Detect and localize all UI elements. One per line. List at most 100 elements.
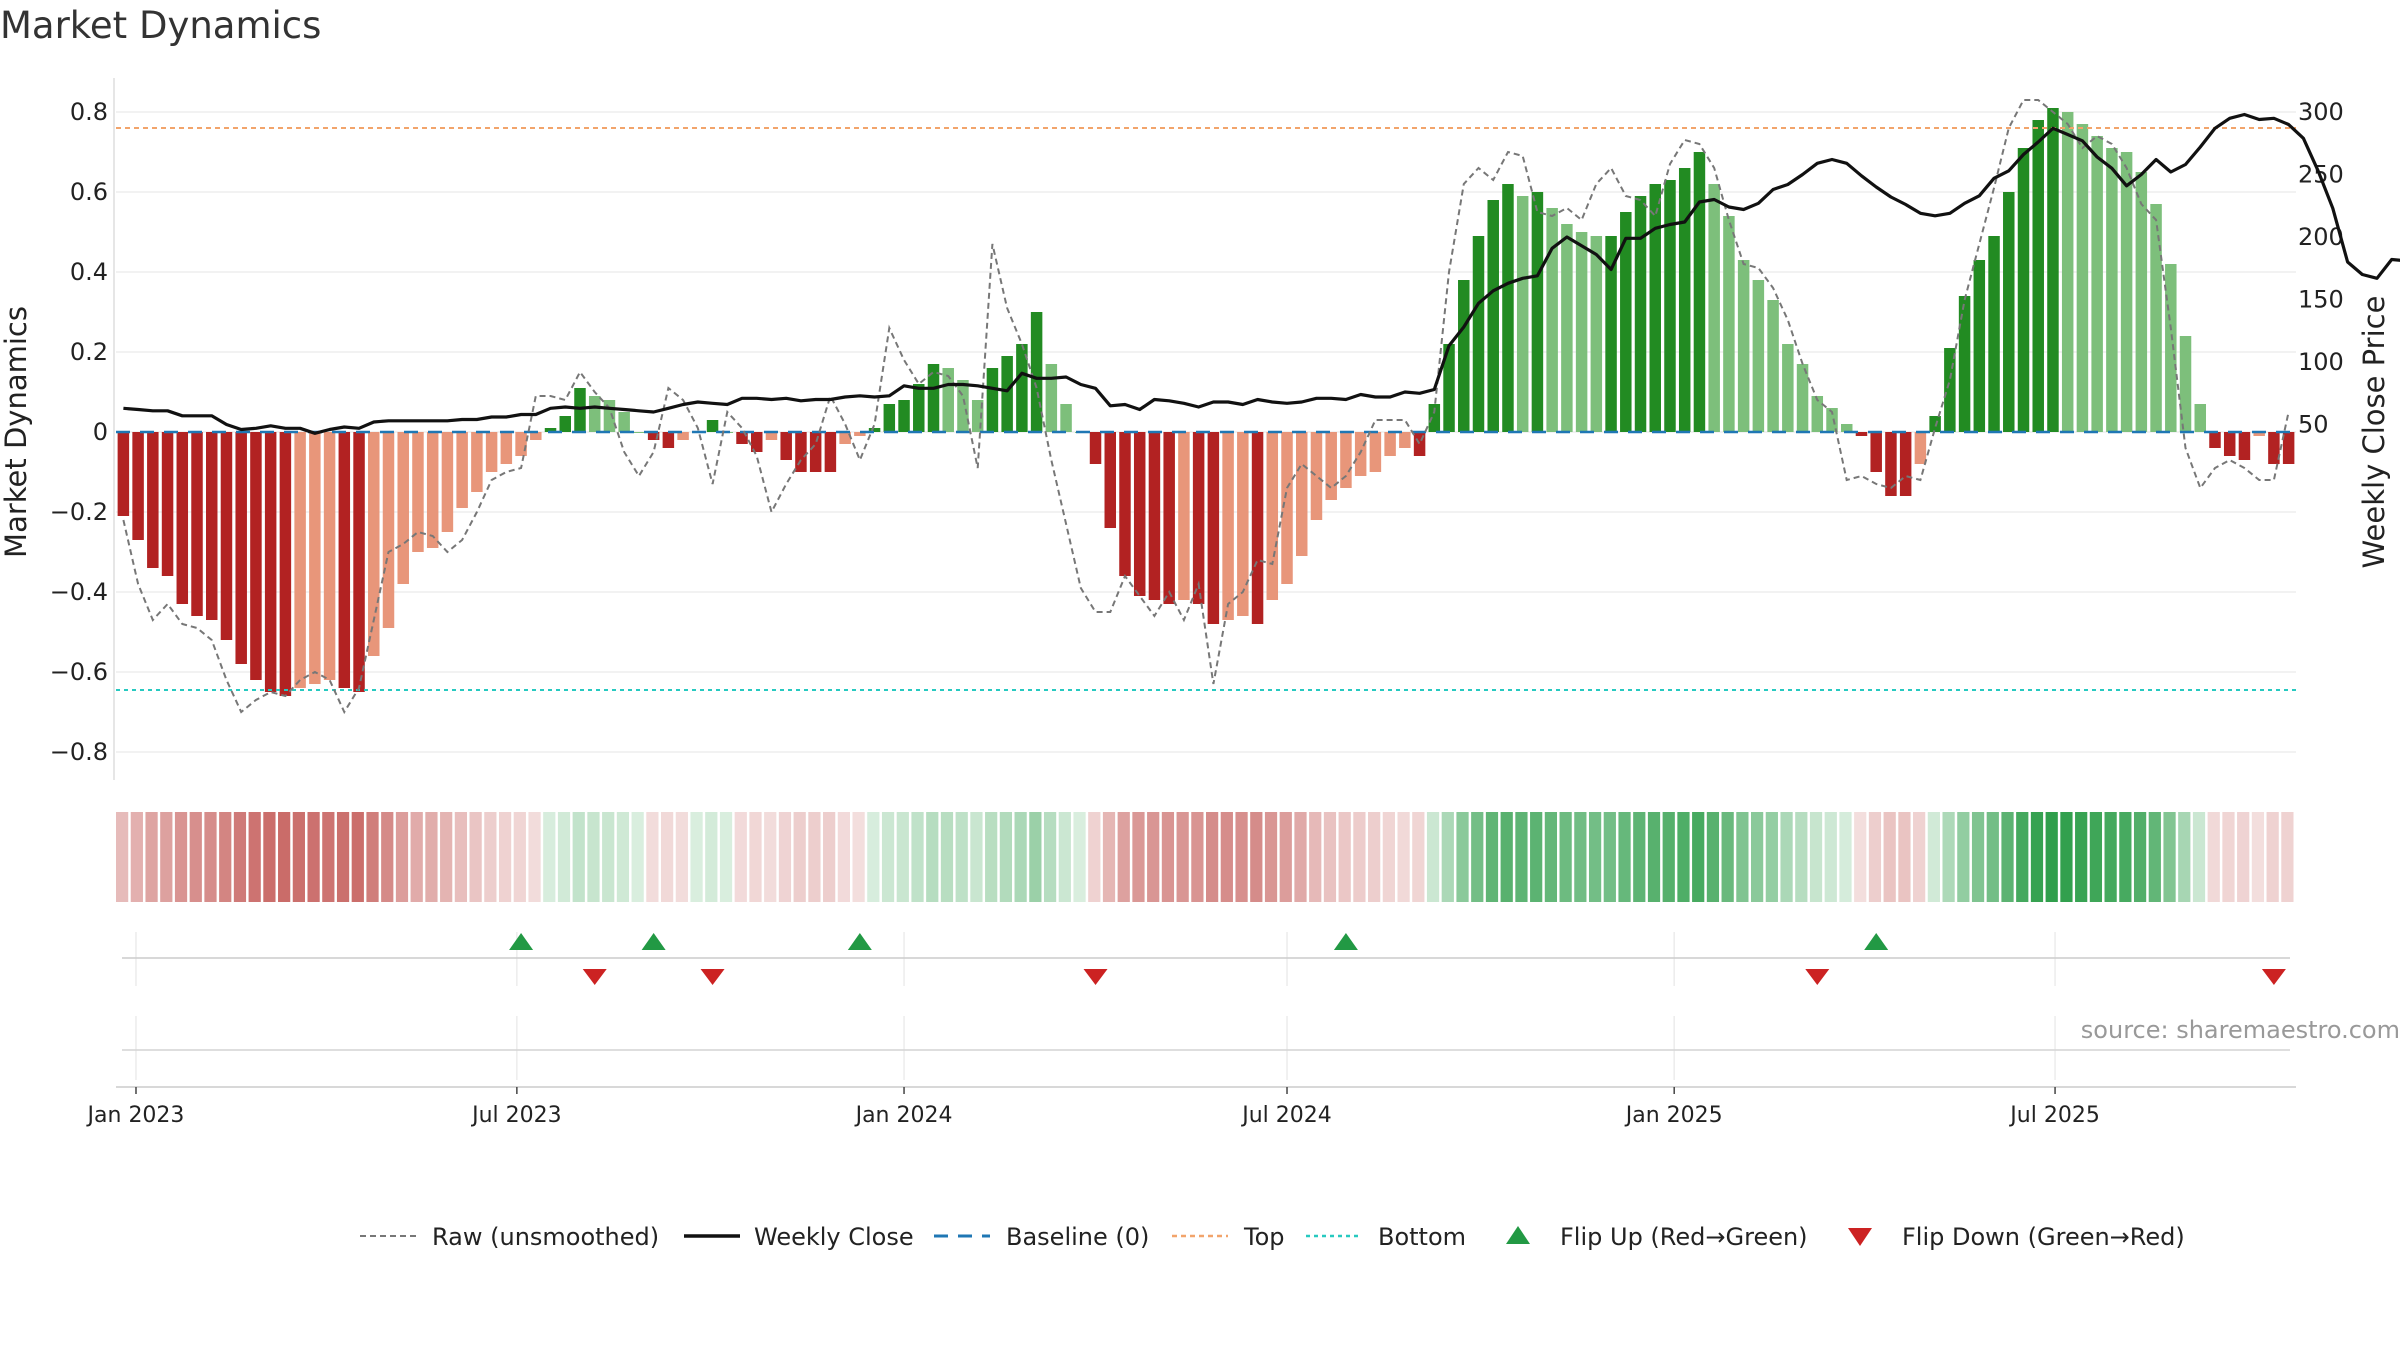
dynamics-bar	[1354, 432, 1367, 476]
legend-label: Baseline (0)	[1006, 1223, 1149, 1251]
heat-cell	[336, 812, 350, 902]
dynamics-bar	[1207, 432, 1220, 624]
dynamics-bar	[1089, 432, 1102, 464]
legend-label: Weekly Close	[754, 1223, 914, 1251]
dynamics-bar	[2120, 152, 2133, 432]
heat-cell	[1751, 812, 1764, 902]
heat-cell	[778, 812, 792, 902]
weekly-close-line	[123, 112, 2400, 435]
dynamics-bar	[176, 432, 189, 604]
legend-flip-up-icon	[1506, 1226, 1530, 1244]
heat-cell	[1780, 812, 1793, 902]
dynamics-bar	[1045, 364, 1058, 432]
dynamics-bar	[485, 432, 498, 472]
dynamics-bar	[235, 432, 247, 664]
grid	[116, 111, 2296, 753]
dynamics-bar	[1413, 432, 1426, 456]
y-tick-label: 0.6	[70, 178, 108, 206]
dynamics-bar	[530, 432, 542, 440]
heat-cell	[1883, 812, 1896, 902]
heat-cell	[2016, 812, 2029, 902]
dynamics-bar	[1310, 432, 1323, 520]
heat-cell	[410, 812, 423, 902]
heat-cell	[1147, 812, 1160, 902]
dynamics-bar	[1531, 192, 1544, 432]
flip-up-marker	[509, 933, 534, 950]
heat-cell	[1692, 812, 1705, 902]
dynamics-bar	[1133, 432, 1146, 596]
y2-axis-title: Weekly Close Price	[2357, 296, 2391, 569]
heat-cell	[823, 812, 836, 902]
dynamics-bar	[1399, 432, 1411, 448]
heat-cell	[1986, 812, 1999, 902]
heat-cell	[1942, 812, 1955, 902]
heat-cell	[940, 812, 954, 902]
dynamics-bar	[1693, 152, 1706, 432]
dynamics-bar	[2253, 432, 2265, 436]
dynamics-bar	[1767, 300, 1779, 432]
heat-cell	[1206, 812, 1219, 902]
dynamics-bar	[1752, 280, 1765, 432]
y-axis-title: Market Dynamics	[0, 306, 33, 558]
heat-cell	[734, 812, 747, 902]
dynamics-bar	[1340, 432, 1352, 488]
heat-cell	[2178, 812, 2191, 902]
heat-cell	[911, 812, 924, 902]
dynamics-bar	[2061, 112, 2074, 432]
heat-cell	[587, 812, 600, 902]
heat-cell	[999, 812, 1013, 902]
regime-heat-strip	[116, 812, 2294, 902]
dynamics-bar	[588, 396, 601, 432]
dynamics-bar	[353, 432, 365, 692]
dynamics-bar	[1119, 432, 1131, 576]
dynamics-bar	[1325, 432, 1337, 500]
dynamics-bar	[957, 380, 969, 432]
heat-cell	[661, 812, 674, 902]
y-tick-label: 0	[93, 418, 108, 446]
heat-cell	[292, 812, 305, 902]
dynamics-bar	[1178, 432, 1190, 600]
heat-cell	[2251, 812, 2265, 902]
dynamics-bar	[898, 400, 910, 432]
dynamics-bar	[1251, 432, 1264, 624]
dynamics-bar	[426, 432, 439, 548]
heat-cell	[955, 812, 968, 902]
dynamics-bar	[1192, 432, 1205, 604]
heat-cell	[1338, 812, 1351, 902]
heat-cell	[1574, 812, 1587, 902]
dynamics-bar	[780, 432, 792, 460]
heat-cell	[2030, 812, 2044, 902]
dynamics-bar	[500, 432, 513, 464]
heat-cell	[675, 812, 688, 902]
heat-cell	[881, 812, 895, 902]
dynamics-bar	[456, 432, 468, 508]
dynamics-bar	[559, 416, 572, 432]
heat-cell	[837, 812, 850, 902]
heat-cell	[1662, 812, 1675, 902]
heat-cell	[1957, 812, 1970, 902]
dynamics-bar	[1001, 356, 1013, 432]
heat-cell	[985, 812, 998, 902]
x-tick-label: Jan 2025	[1624, 1103, 1723, 1128]
dynamics-bar	[294, 432, 306, 688]
dynamics-bar	[1914, 432, 1927, 464]
dynamics-bar	[986, 368, 999, 432]
dynamics-bar	[2003, 192, 2015, 432]
dynamics-bar	[191, 432, 203, 616]
heat-cell	[130, 812, 143, 902]
y2-tick-label: 200	[2298, 223, 2344, 251]
heat-cell	[1014, 812, 1027, 902]
heat-cell	[1927, 812, 1940, 902]
heat-cell	[926, 812, 939, 902]
y-tick-label: −0.8	[50, 738, 108, 766]
dynamics-bar	[1885, 432, 1897, 496]
heat-cell	[1102, 812, 1116, 902]
heat-cell	[263, 812, 276, 902]
heat-cell	[1323, 812, 1337, 902]
heat-cell	[1117, 812, 1130, 902]
dynamics-bar	[1634, 196, 1647, 432]
dynamics-bar	[1620, 212, 1632, 432]
heat-cell	[793, 812, 806, 902]
y-tick-label: 0.4	[70, 258, 108, 286]
dynamics-bar	[1472, 236, 1485, 432]
